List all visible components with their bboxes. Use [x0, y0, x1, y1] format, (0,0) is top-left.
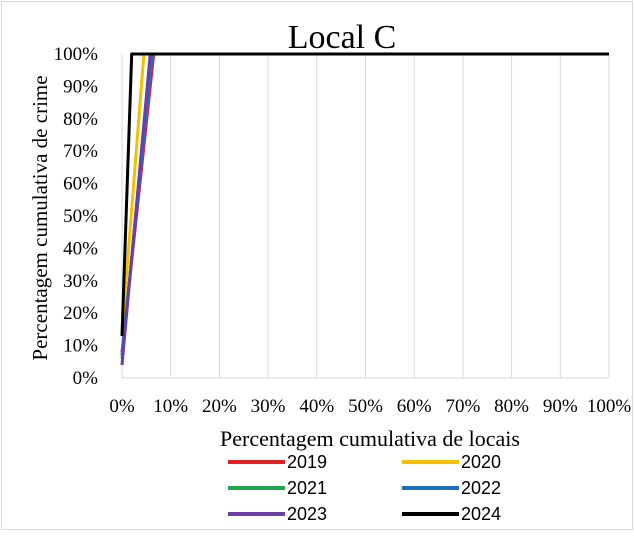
- x-tick-label: 0%: [109, 396, 135, 417]
- y-tick-label: 10%: [63, 336, 98, 357]
- x-tick-label: 80%: [494, 396, 529, 417]
- y-tick-label: 70%: [63, 141, 98, 162]
- x-tick-label: 30%: [251, 396, 286, 417]
- legend-label-2023: 2023: [287, 504, 327, 524]
- y-tick-label: 0%: [73, 368, 99, 389]
- x-tick-label: 70%: [445, 396, 480, 417]
- y-tick-label: 30%: [63, 271, 98, 292]
- x-tick-label: 40%: [299, 396, 334, 417]
- y-tick-label: 60%: [63, 174, 98, 195]
- y-tick-label: 90%: [63, 76, 98, 97]
- legend-label-2024: 2024: [461, 504, 501, 524]
- y-tick-label: 100%: [54, 44, 99, 65]
- y-tick-label: 40%: [63, 238, 98, 259]
- chart-title: Local C: [288, 19, 397, 56]
- x-tick-label: 20%: [202, 396, 237, 417]
- y-tick-label: 80%: [63, 109, 98, 130]
- legend-label-2020: 2020: [461, 452, 501, 472]
- legend-label-2021: 2021: [287, 478, 327, 498]
- series-line-2024: [120, 52, 609, 336]
- legend-label-2019: 2019: [287, 452, 327, 472]
- x-axis-label: Percentagem cumulativa de locais: [220, 426, 520, 451]
- legend-label-2022: 2022: [461, 478, 501, 498]
- x-tick-label: 60%: [397, 396, 432, 417]
- x-tick-label: 10%: [153, 396, 188, 417]
- y-axis-label: Percentagem cumulativa de crime: [28, 75, 52, 360]
- x-tick-label: 90%: [543, 396, 578, 417]
- x-tick-label: 100%: [587, 396, 632, 417]
- x-tick-label: 50%: [348, 396, 383, 417]
- legend: 2019 2020 2021 2022 2023 2024: [228, 452, 501, 524]
- y-tick-label: 50%: [63, 206, 98, 227]
- y-tick-label: 20%: [63, 303, 98, 324]
